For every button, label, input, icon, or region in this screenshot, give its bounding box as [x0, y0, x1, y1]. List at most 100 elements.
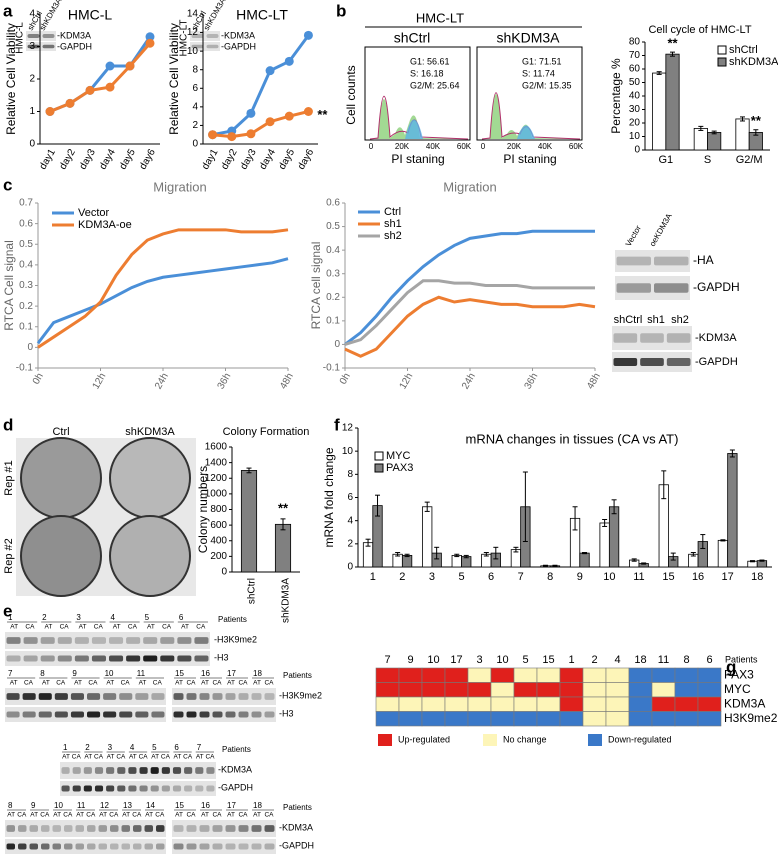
blot-band — [177, 655, 192, 662]
y-tick-label: 0.7 — [19, 198, 33, 209]
heat-cell — [628, 696, 653, 712]
blot — [615, 250, 690, 272]
column-label: 18 — [634, 654, 646, 666]
point — [105, 82, 115, 92]
point — [45, 107, 55, 116]
x-tick-label: 1 — [370, 571, 376, 583]
blot-band-label: -H3 — [279, 708, 294, 718]
lane-label: CA — [94, 624, 104, 631]
blot-band — [64, 843, 73, 850]
y-tick-label: 0 — [29, 139, 35, 150]
legend-label: No change — [503, 734, 547, 744]
column-label: 9 — [407, 654, 413, 666]
blot-band — [186, 693, 197, 700]
blot-band — [126, 637, 141, 644]
blot-band — [666, 358, 691, 366]
lane-label: CA — [17, 812, 27, 819]
blot-band — [160, 655, 175, 662]
lane-label: AT — [10, 680, 18, 687]
blot-band — [119, 693, 133, 700]
x-tick-label: S — [704, 154, 711, 166]
lane-label: AT — [151, 754, 159, 761]
blot-band-label: -GAPDH — [218, 782, 253, 792]
patient-number: 7 — [8, 669, 13, 678]
chart-title: mRNA changes in tissues (CA vs AT) — [466, 431, 679, 446]
y-tick-label: 0.2 — [326, 292, 340, 303]
panel-label: f — [334, 415, 340, 434]
legend-label: Down-regulated — [608, 734, 672, 744]
lane-label: CA — [196, 624, 206, 631]
heat-cell — [490, 667, 515, 683]
legend-swatch — [717, 57, 727, 67]
heat-cell — [421, 682, 446, 698]
series-line — [344, 279, 595, 346]
y-tick-label: 0.1 — [326, 315, 340, 326]
y-tick-label: 0.6 — [19, 218, 33, 229]
blot-band — [83, 767, 92, 774]
lane-label: AT — [227, 680, 235, 687]
patient-number: 17 — [227, 801, 236, 810]
blot-band-label: -HA — [693, 253, 714, 267]
blot-band — [654, 283, 689, 293]
patient-number: 5 — [152, 743, 157, 752]
blot-band — [199, 711, 210, 718]
blot-band — [135, 693, 149, 700]
blot-band-label: -KDM3A — [695, 332, 737, 344]
blot — [26, 42, 56, 51]
blot-band — [212, 711, 223, 718]
blot-band-label: -KDM3A — [218, 764, 252, 774]
point — [265, 66, 275, 76]
blot-band — [64, 825, 73, 832]
blot-band — [38, 711, 52, 718]
y-tick-label: 0.3 — [19, 280, 33, 291]
blot-band — [22, 711, 36, 718]
heat-cell — [375, 667, 400, 683]
blot-band — [264, 693, 275, 700]
lane-label: AT — [62, 754, 70, 761]
heat-cell — [559, 667, 584, 683]
point — [284, 56, 294, 66]
x-tick-label: 16 — [692, 571, 704, 583]
heat-cell — [467, 667, 492, 683]
y-tick-label: 2 — [29, 74, 35, 85]
blot-band — [613, 333, 638, 343]
lane-label: CA — [205, 754, 215, 761]
heat-cell — [651, 711, 676, 727]
column-label: 8 — [683, 654, 689, 666]
lane-label: AT — [139, 680, 147, 687]
column-label: 6 — [706, 654, 712, 666]
heat-cell — [467, 711, 492, 727]
heat-cell — [398, 682, 423, 698]
lane-label: CA — [264, 680, 274, 687]
x-tick-label: 15 — [662, 571, 674, 583]
blot-band — [184, 767, 193, 774]
legend-label: sh2 — [384, 230, 402, 242]
blot-band — [150, 785, 159, 792]
panel-label: g — [726, 657, 736, 676]
blot-band — [121, 843, 130, 850]
y-tick-label: 1400 — [205, 457, 228, 468]
heat-cell — [582, 667, 607, 683]
blot-lane: shCtrl — [614, 314, 643, 326]
y-tick-label: 0 — [221, 567, 227, 578]
patient-number: 4 — [111, 613, 116, 622]
blot-band — [109, 655, 124, 662]
lane-label: AT — [99, 812, 107, 819]
blot-band — [206, 44, 219, 49]
blot-band-label: -KDM3A — [57, 30, 91, 40]
blot-band — [139, 767, 148, 774]
heat-cell — [628, 667, 653, 683]
patient-number: 18 — [253, 801, 262, 810]
patient-number: 18 — [253, 669, 262, 678]
lane-label: AT — [30, 812, 38, 819]
flow-stat: S: 11.74 — [522, 68, 555, 78]
blot-band — [173, 825, 184, 832]
blot-band — [186, 711, 197, 718]
legend-swatch — [378, 734, 392, 746]
plate-row: Rep #1 — [3, 460, 15, 495]
blot — [190, 31, 220, 41]
heat-cell — [628, 711, 653, 727]
blot — [5, 707, 166, 722]
blot-band — [70, 711, 84, 718]
blot-band — [143, 655, 158, 662]
